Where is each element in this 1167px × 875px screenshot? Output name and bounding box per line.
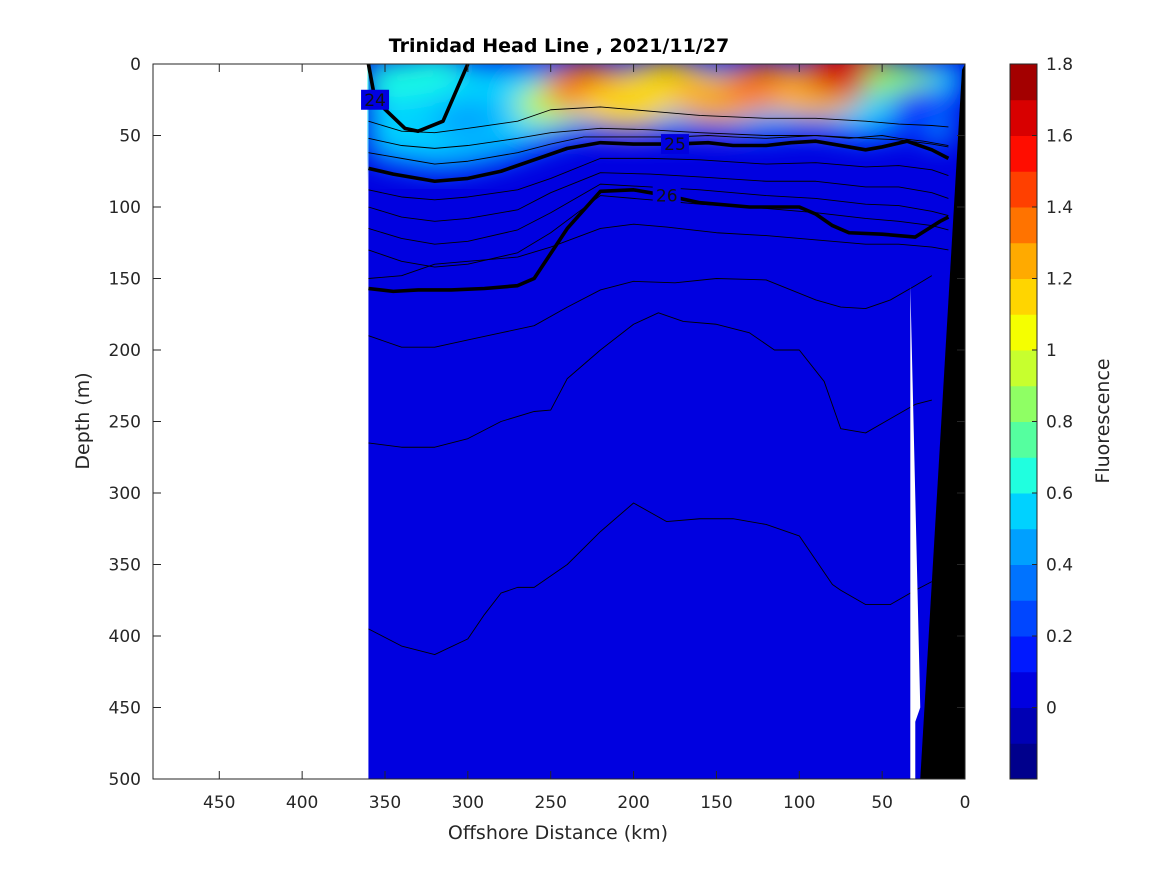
density-contours: 24 25 26 [361, 64, 950, 656]
colorbar-tick-label: 1.8 [1046, 55, 1073, 75]
colorbar-tick-label: 0.2 [1046, 627, 1073, 647]
colorbar-segment [1010, 636, 1037, 673]
y-tick-label: 50 [119, 127, 141, 147]
x-axis: 450 400 350 300 250 200 150 100 50 0 [203, 64, 970, 813]
isopycnal-4 [368, 139, 950, 184]
x-tick-label: 450 [203, 793, 235, 813]
contour-label-26: 26 [656, 187, 678, 207]
isopycnal-11 [368, 275, 933, 348]
y-tick-label: 400 [109, 627, 141, 647]
isopycnal-6 [368, 172, 949, 222]
contour-label-bg [361, 89, 390, 110]
fluorescence-patch-13 [888, 87, 959, 127]
isopycnal-13 [368, 502, 933, 656]
x-tick-label: 100 [783, 793, 815, 813]
colorbar-segment [1010, 457, 1037, 494]
fluorescence-patch-3 [432, 101, 504, 141]
y-tick-label: 450 [109, 699, 141, 719]
colorbar-segment [1010, 421, 1037, 458]
contour-label-bg [661, 134, 689, 155]
surface-layer [367, 64, 965, 176]
colorbar-segment [1010, 314, 1037, 351]
x-tick-label: 50 [871, 793, 893, 813]
isopycnal-7 [368, 183, 949, 245]
x-tick-label: 350 [369, 793, 401, 813]
y-tick-label: 300 [109, 484, 141, 504]
colorbar-tick-label: 1.6 [1046, 127, 1073, 147]
chart-title: Trinidad Head Line , 2021/11/27 [389, 35, 729, 57]
colorbar-tick-label: 1.2 [1046, 270, 1073, 290]
colorbar-segment [1010, 135, 1037, 172]
colorbar-segment [1010, 64, 1037, 101]
y-tick-label: 100 [109, 198, 141, 218]
y-tick-label: 200 [109, 341, 141, 361]
x-tick-label: 200 [617, 793, 649, 813]
y-tick-label: 0 [130, 55, 141, 75]
y-tick-label: 350 [109, 556, 141, 576]
isopycnal-5 [368, 157, 949, 201]
colorbar-segment [1010, 528, 1037, 565]
isopycnal-2 [368, 127, 949, 149]
y-axis: 0 50 100 150 200 250 300 350 400 450 500 [109, 55, 965, 790]
x-tick-label: 250 [534, 793, 566, 813]
seafloor [920, 64, 965, 779]
colorbar-tick-label: 0.4 [1046, 556, 1073, 576]
isopycnal-3 [368, 135, 949, 165]
colorbar-segment [1010, 350, 1037, 387]
colorbar-segment [1010, 207, 1037, 244]
colorbar-segment [1010, 671, 1037, 708]
colorbar-tick-label: 0.6 [1046, 484, 1073, 504]
isopycnal-10 [368, 223, 949, 279]
colorbar-segment [1010, 278, 1037, 315]
fluorescence-field [367, 64, 965, 779]
colorbar-segment [1010, 743, 1037, 780]
x-tick-label: 150 [700, 793, 732, 813]
bathymetry [910, 64, 965, 779]
contour-label-25: 25 [664, 135, 686, 155]
y-tick-label: 500 [109, 770, 141, 790]
y-tick-label: 150 [109, 270, 141, 290]
colorbar-segment [1010, 493, 1037, 530]
colorbar-segment [1010, 564, 1037, 601]
x-axis-label: Offshore Distance (km) [448, 822, 668, 844]
colorbar-segment [1010, 600, 1037, 637]
colorbar-segment [1010, 99, 1037, 136]
colorbar-tick-label: 0.8 [1046, 413, 1073, 433]
x-tick-label: 0 [960, 793, 971, 813]
colorbar-segment [1010, 707, 1037, 744]
colorbar-label: Fluorescence [1092, 358, 1114, 483]
contour-label-24: 24 [364, 91, 386, 111]
colorbar: 1.8 1.6 1.4 1.2 1 0.8 0.6 0.4 0.2 0 [1010, 55, 1073, 780]
isopycnal-1 [368, 106, 949, 134]
colorbar-segment [1010, 385, 1037, 422]
y-tick-label: 250 [109, 413, 141, 433]
colorbar-tick-label: 0 [1046, 699, 1057, 719]
field-background [368, 64, 965, 779]
x-tick-label: 300 [452, 793, 484, 813]
colorbar-frame [1009, 63, 1038, 780]
contour-label-bg [652, 185, 681, 206]
isopycnal-12 [368, 312, 932, 448]
colorbar-tick-label: 1 [1046, 341, 1057, 361]
no-data-gap [910, 285, 921, 779]
isopycnal-8 [368, 195, 949, 268]
x-tick-label: 400 [286, 793, 318, 813]
colorbar-tick-label: 1.4 [1046, 198, 1073, 218]
y-axis-label: Depth (m) [72, 372, 94, 469]
colorbar-segment [1010, 242, 1037, 279]
colorbar-segment [1010, 171, 1037, 208]
